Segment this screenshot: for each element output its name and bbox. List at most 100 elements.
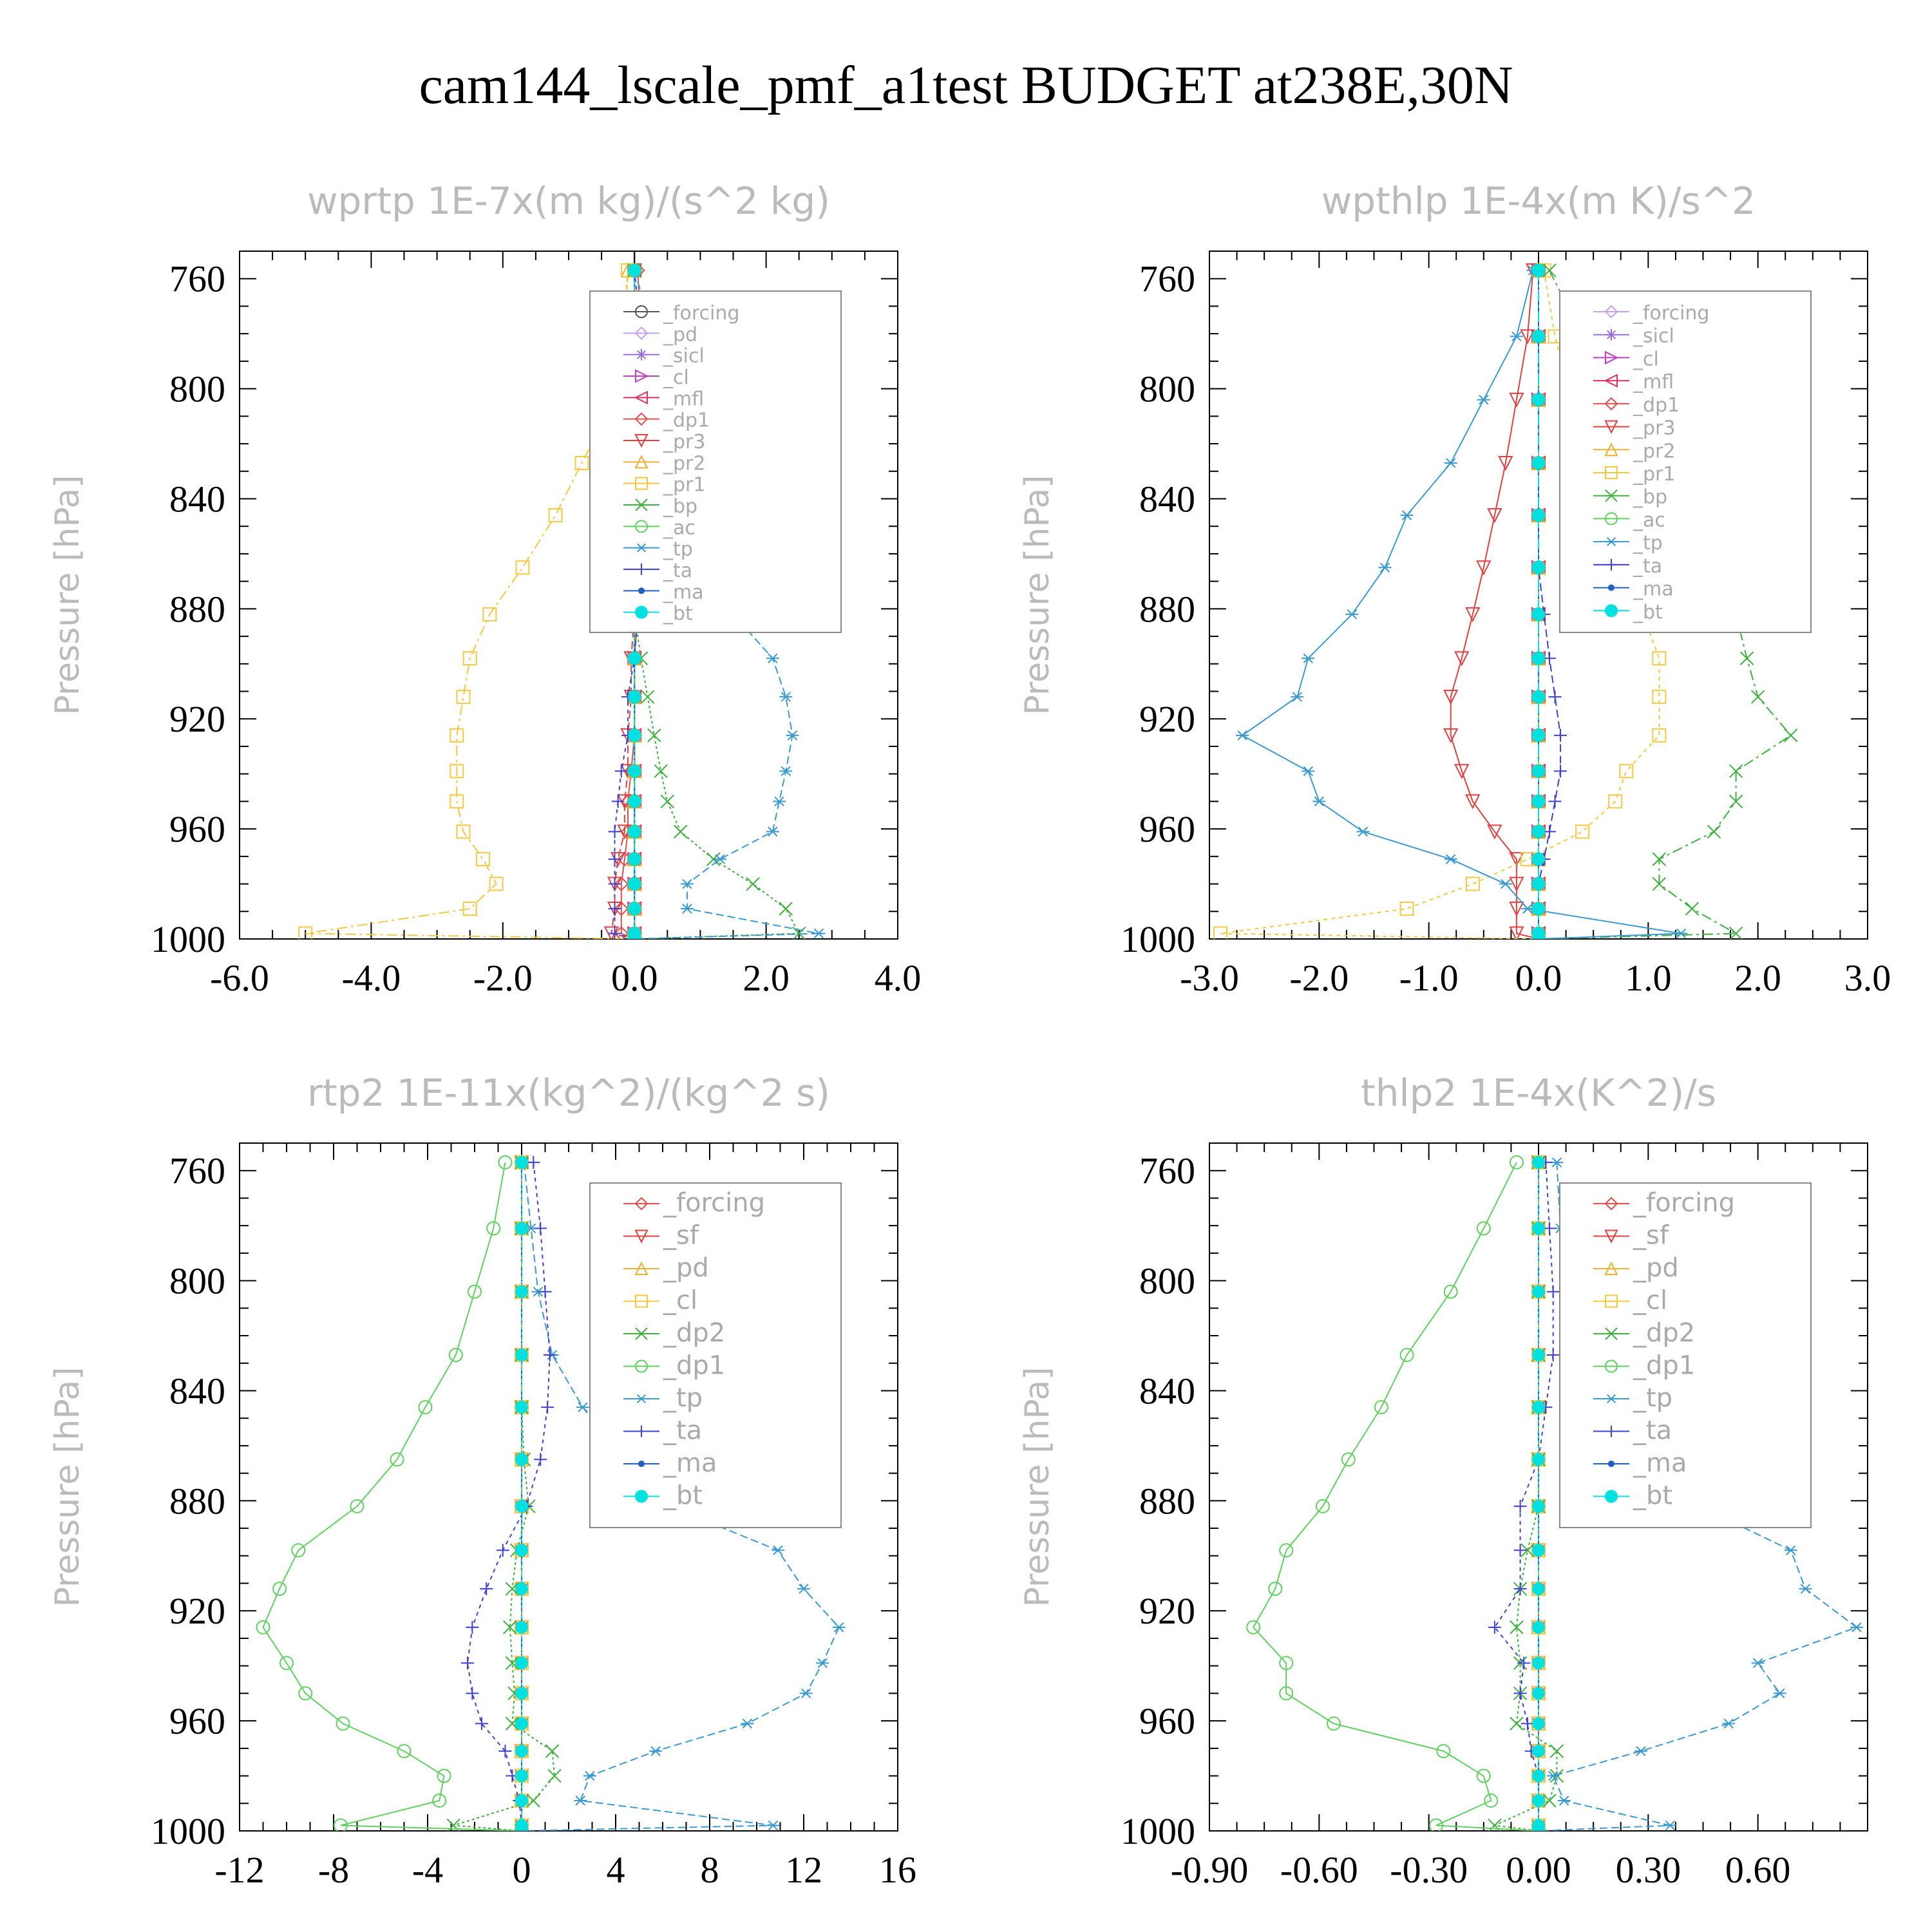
data-point-bt <box>515 1687 528 1700</box>
data-point-pr3 <box>1520 329 1535 345</box>
data-point-tp <box>1722 1718 1736 1729</box>
data-point-tp <box>812 928 826 939</box>
data-point-bt <box>1532 330 1545 343</box>
data-point-dp2 <box>1542 1794 1557 1808</box>
data-point-dp1 <box>272 1582 287 1596</box>
legend-label: _tp <box>1633 1383 1672 1413</box>
y-tick-label: 1000 <box>151 1810 225 1852</box>
legend-label: _dp1 <box>663 410 710 432</box>
data-point-dp1 <box>336 1716 350 1731</box>
data-point-tp <box>583 1770 596 1781</box>
legend-marker <box>636 564 647 575</box>
legend-label: _ma <box>1633 578 1674 601</box>
data-point-dp1 <box>1436 1744 1451 1759</box>
legend-marker <box>1607 1460 1615 1468</box>
legend-marker <box>1604 397 1618 411</box>
data-point-bt <box>628 728 641 742</box>
data-point-ta <box>1554 764 1567 778</box>
legend: _forcing_sicl_cl_mfl_dp1_pr3_pr2_pr1_bp_… <box>1559 290 1812 633</box>
data-point-dp1 <box>333 1818 348 1831</box>
data-point-dp1 <box>486 1221 501 1236</box>
legend-label: _ta <box>663 560 692 582</box>
data-point-bp <box>640 690 655 704</box>
data-point-pr3 <box>1465 794 1481 810</box>
series-line-dp2 <box>453 1162 556 1831</box>
y-tick-label: 760 <box>169 258 225 300</box>
data-point-tp <box>1546 1770 1560 1781</box>
series-line-tp <box>1538 1162 1859 1831</box>
legend-label: _dp2 <box>663 1318 725 1348</box>
data-point-tp <box>649 1746 663 1756</box>
data-point-cl <box>1531 1686 1546 1701</box>
legend-label: _sicl <box>1633 325 1674 348</box>
data-point-bt <box>1532 561 1545 574</box>
data-point-bt <box>1532 1824 1545 1831</box>
y-tick-label: 920 <box>169 698 225 740</box>
legend-label: _dp1 <box>663 1351 725 1381</box>
legend-box <box>1559 290 1812 633</box>
legend-label: _forcing <box>663 302 739 325</box>
data-point-dp1 <box>614 901 629 916</box>
x-tick-label: 4.0 <box>875 957 922 999</box>
legend-marker <box>634 390 648 404</box>
data-point-dp1 <box>1399 1347 1414 1362</box>
x-tick-label: 0.0 <box>1515 957 1562 999</box>
legend-label: _ta <box>1633 555 1662 578</box>
data-point-ta <box>1546 1348 1560 1361</box>
x-tick-label: -6.0 <box>210 957 269 999</box>
legend-label: _pd <box>663 323 697 346</box>
data-point-pr1 <box>1520 852 1535 867</box>
data-point-tp <box>1773 1688 1786 1699</box>
x-tick-label: -4 <box>412 1849 443 1891</box>
data-point-bt <box>1532 853 1545 866</box>
x-tick-label: -1.0 <box>1399 957 1459 999</box>
x-tick-label: -2.0 <box>473 957 533 999</box>
legend-marker <box>1605 1327 1618 1340</box>
data-point-ta <box>608 927 621 939</box>
legend-label: _ac <box>1633 509 1665 531</box>
data-point-cl <box>515 1499 529 1513</box>
data-point-pr1 <box>450 728 464 743</box>
data-point-dp1 <box>1341 1452 1356 1467</box>
data-point-tp <box>1291 692 1304 702</box>
x-tick-label: 0.30 <box>1616 1849 1681 1891</box>
data-point-ta <box>1548 795 1562 808</box>
data-point-tp <box>1850 1622 1863 1633</box>
data-point-dp2 <box>1510 1620 1524 1634</box>
x-tick-label: 3.0 <box>1844 957 1891 999</box>
data-point-bt <box>1532 652 1545 665</box>
data-point-bt <box>515 1656 528 1670</box>
legend-label: _pr1 <box>1633 463 1675 486</box>
data-point-bt <box>1532 1499 1545 1513</box>
data-point-bt <box>628 263 641 277</box>
data-point-cl <box>515 1794 529 1808</box>
data-point-dp1 <box>432 1794 447 1808</box>
data-point-tp <box>1302 766 1315 777</box>
data-point-pr3 <box>1509 852 1524 867</box>
data-point-bt <box>628 902 641 916</box>
data-point-cl <box>1531 1284 1546 1299</box>
data-point-bt <box>628 825 641 838</box>
chart-panel-4: thlp2 1E-4x(K^2)/s Pressure [hPa] 760 800 84… <box>1018 1071 1868 1891</box>
data-point-ta <box>1513 1582 1527 1596</box>
data-point-bp <box>1739 651 1754 665</box>
data-point-bp <box>674 824 688 839</box>
data-point-bt <box>628 690 641 704</box>
data-point-pr3 <box>1509 876 1524 892</box>
x-tick-label: 0.00 <box>1506 1849 1571 1891</box>
data-point-bp <box>1685 902 1700 916</box>
data-point-pr1 <box>298 926 313 939</box>
panel-title: rtp2 1E-11x(kg^2)/(kg^2 s) <box>307 1071 830 1115</box>
data-point-bp <box>706 852 721 866</box>
data-point-bp <box>779 902 793 916</box>
data-point-dp2 <box>1510 1716 1524 1731</box>
data-point-dp1 <box>614 926 629 939</box>
legend-label: _dp1 <box>1633 1351 1695 1381</box>
data-point-bp <box>791 926 806 939</box>
data-point-bt <box>1532 393 1545 406</box>
legend-label: _bp <box>1633 486 1667 509</box>
data-point-dp1 <box>1429 1818 1444 1831</box>
chart-panel-3: rtp2 1E-11x(kg^2)/(kg^2 s) Pressure [hPa]… <box>48 1071 916 1891</box>
y-tick-label: 800 <box>169 1260 225 1302</box>
data-point-bt <box>515 1155 528 1169</box>
